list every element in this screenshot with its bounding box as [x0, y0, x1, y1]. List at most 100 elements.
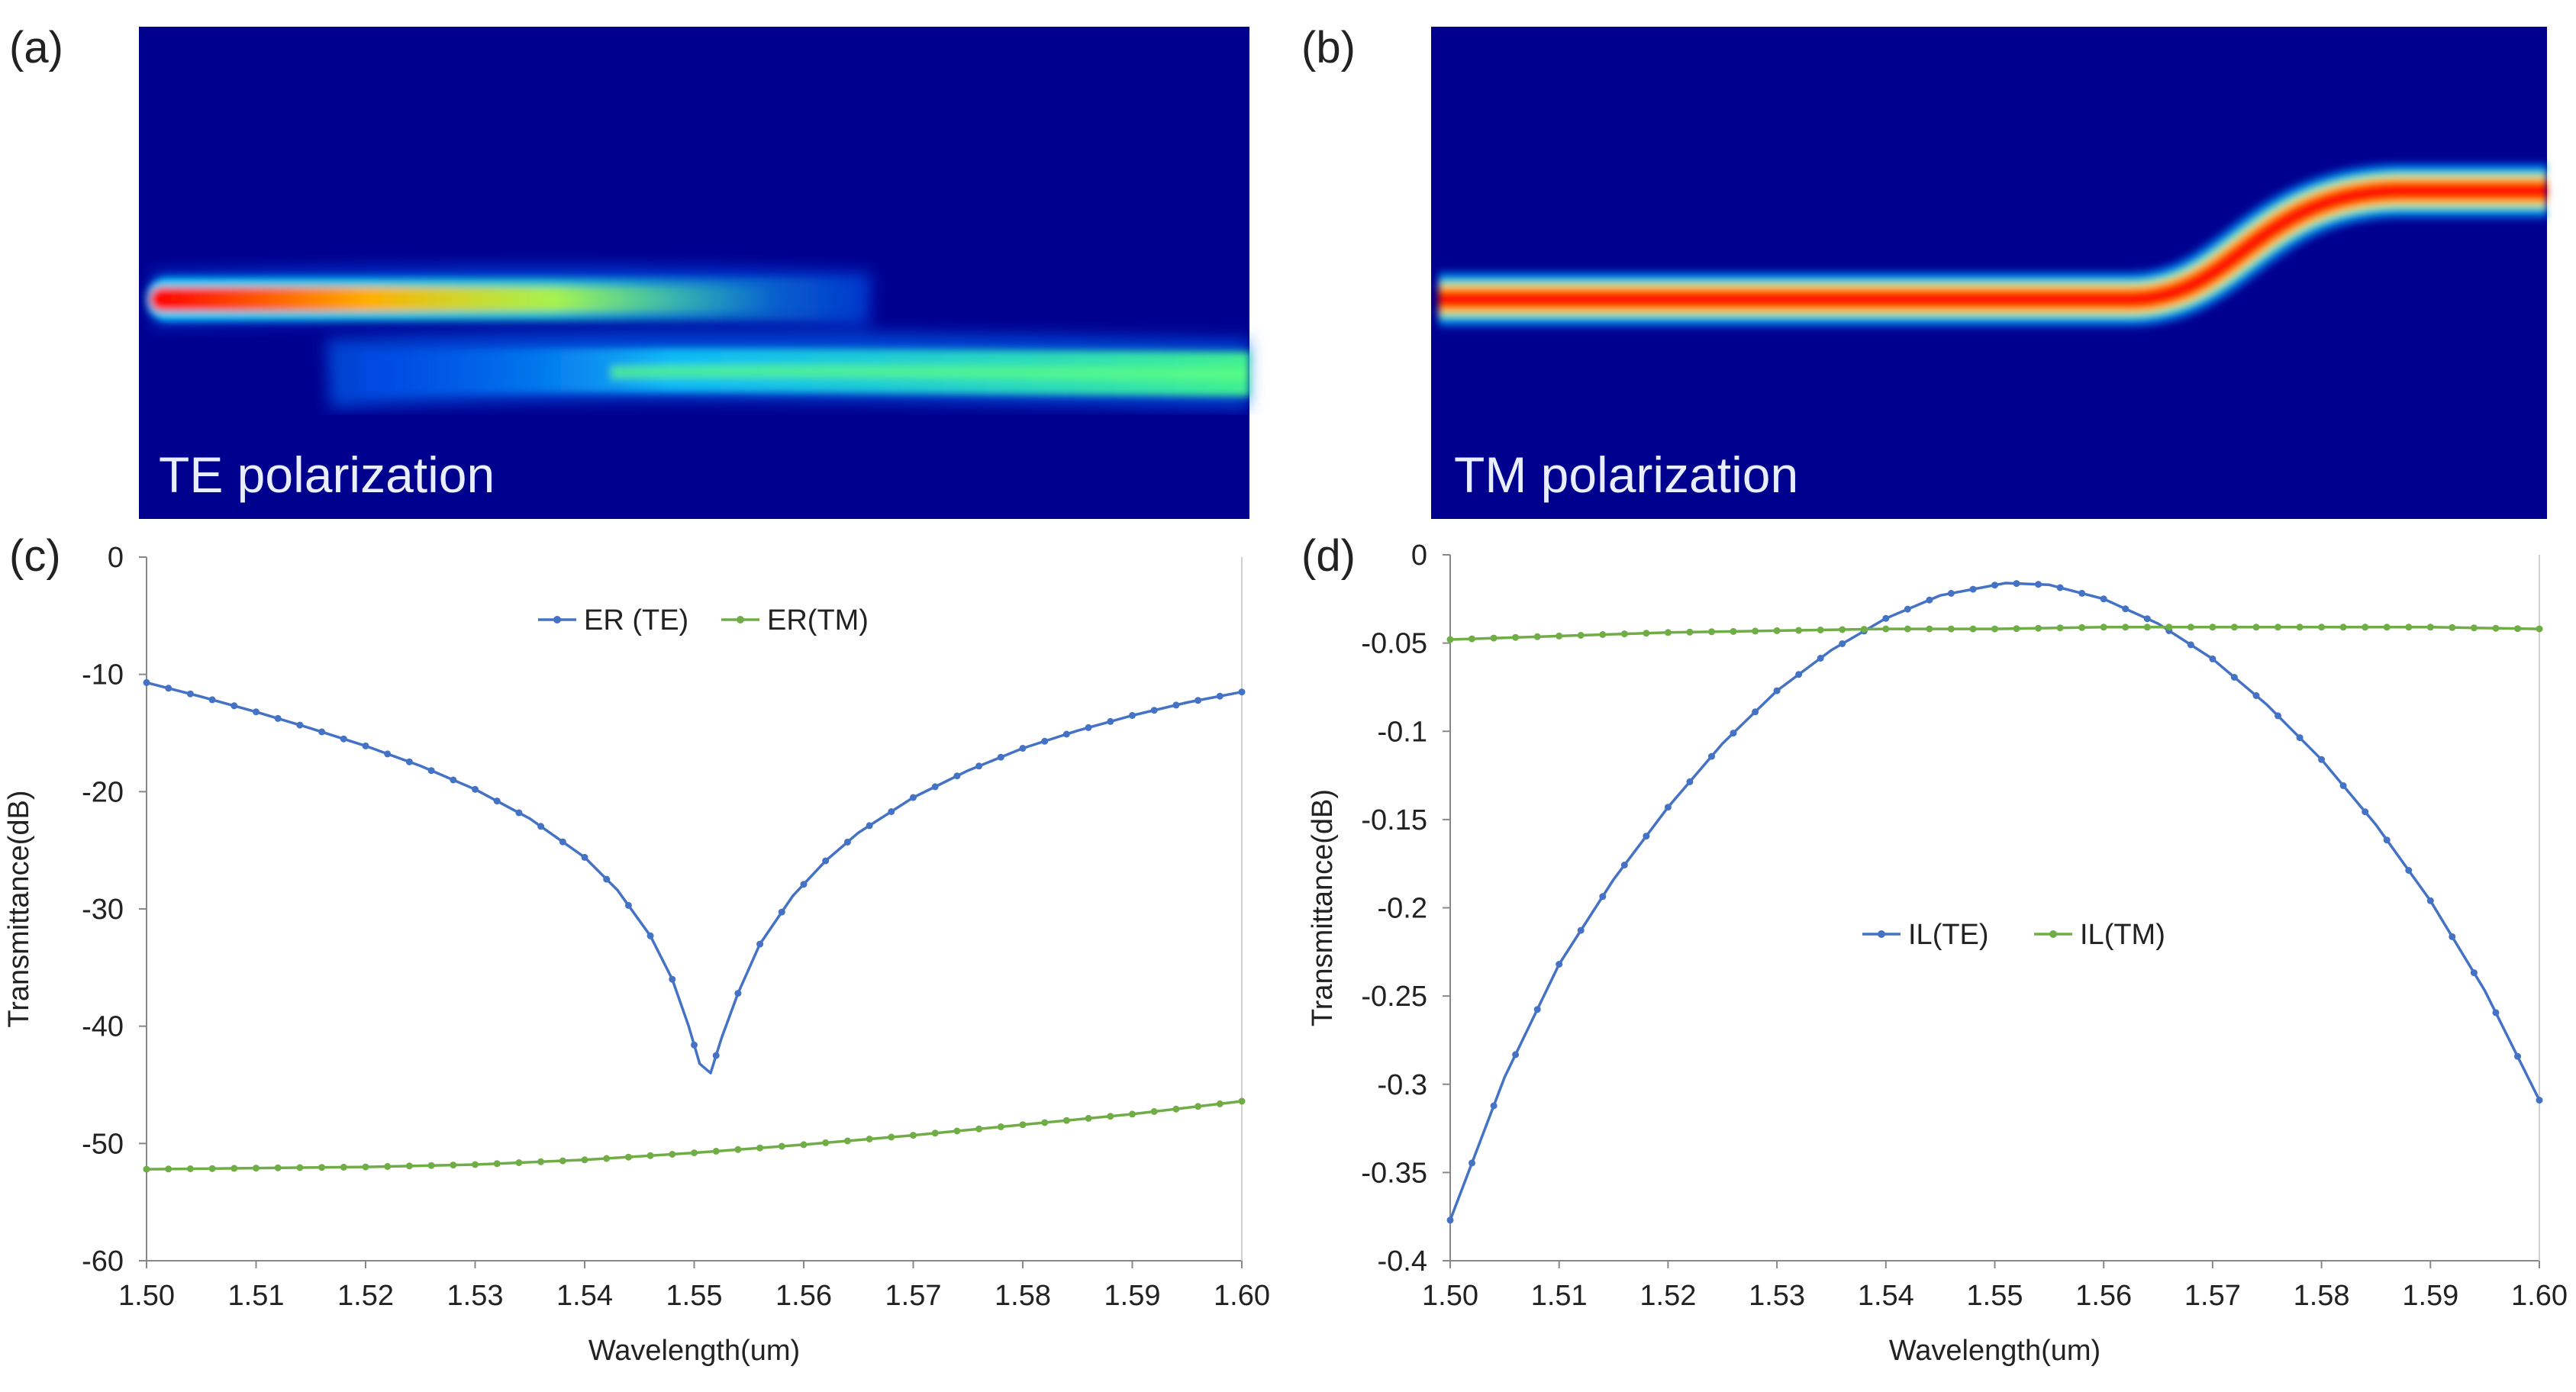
data-point — [362, 1163, 369, 1171]
data-point — [2514, 1052, 2521, 1060]
data-point — [2470, 969, 2478, 977]
data-point — [1469, 1159, 1475, 1167]
x-tick-label: 1.60 — [1214, 1280, 1270, 1312]
data-point — [1446, 636, 1454, 643]
data-point — [822, 1139, 830, 1146]
x-tick-label: 1.58 — [2294, 1280, 2350, 1312]
data-point — [2078, 589, 2086, 597]
data-point — [1490, 634, 1498, 642]
data-point — [1195, 697, 1202, 704]
data-point — [427, 767, 435, 775]
data-point — [143, 678, 150, 686]
x-axis-title: Wavelength(um) — [588, 1335, 800, 1367]
legend-marker — [553, 616, 561, 624]
data-point — [1062, 1116, 1070, 1124]
data-point — [1085, 1114, 1092, 1122]
x-tick-label: 1.51 — [1531, 1280, 1588, 1312]
data-point — [2143, 615, 2151, 623]
data-point — [1620, 862, 1628, 868]
data-point — [450, 776, 457, 784]
data-point — [2056, 584, 2064, 591]
data-point — [186, 690, 194, 698]
data-point — [1860, 626, 1868, 633]
data-point — [1577, 926, 1585, 934]
data-point — [253, 1165, 260, 1172]
series-line — [1449, 582, 2541, 1221]
data-point — [1664, 629, 1672, 636]
data-point — [2078, 624, 2086, 631]
data-point — [405, 1162, 413, 1170]
data-point — [340, 1163, 347, 1171]
data-point — [778, 1142, 785, 1150]
data-point — [537, 823, 545, 830]
y-tick-label: -0.2 — [1378, 893, 1427, 925]
x-tick-label: 1.54 — [556, 1280, 613, 1312]
data-point — [208, 1165, 216, 1172]
data-point — [2013, 625, 2020, 633]
data-point — [515, 809, 523, 817]
data-point — [953, 1127, 961, 1135]
data-point — [669, 975, 676, 983]
x-tick-label: 1.57 — [2184, 1280, 2241, 1312]
x-tick-label: 1.56 — [2075, 1280, 2132, 1312]
y-tick-label: -10 — [82, 659, 124, 691]
data-point — [1686, 628, 1694, 636]
data-point — [1839, 626, 1846, 633]
data-point — [515, 1159, 523, 1166]
data-point — [427, 1162, 435, 1169]
x-tick-label: 1.56 — [775, 1280, 832, 1312]
data-point — [1708, 752, 1715, 760]
data-point — [384, 1163, 392, 1170]
data-point — [2209, 624, 2217, 631]
data-point — [559, 1157, 566, 1165]
data-point — [953, 772, 961, 780]
data-point — [1730, 627, 1737, 635]
data-point — [1730, 730, 1737, 737]
data-point — [1991, 582, 1998, 589]
x-tick-label: 1.50 — [1422, 1280, 1478, 1312]
data-point — [1556, 632, 1563, 640]
data-point — [888, 1133, 895, 1141]
data-point — [2035, 581, 2042, 588]
data-point — [493, 798, 501, 805]
x-tick-label: 1.57 — [885, 1280, 942, 1312]
data-point — [1686, 778, 1694, 785]
data-point — [1991, 625, 1998, 633]
chart-il: (d) 1.50 1.51 1.52 1.53 1.54 1.55 1.56 1.57 1.58… — [1301, 531, 2568, 1367]
data-point — [975, 1125, 983, 1133]
series-er-tm — [143, 1097, 1246, 1173]
data-point — [1817, 627, 1824, 633]
data-point — [2426, 624, 2434, 631]
x-tick-label: 1.59 — [1104, 1280, 1161, 1312]
data-point — [2275, 624, 2281, 631]
data-point — [756, 1144, 764, 1152]
data-point — [843, 1137, 851, 1145]
x-tick-label: 1.50 — [118, 1280, 175, 1312]
series-il-tm — [1446, 624, 2543, 643]
x-tick-label: 1.53 — [1749, 1280, 1805, 1312]
data-point — [318, 1164, 326, 1171]
data-point — [866, 1136, 873, 1142]
data-point — [1904, 605, 1911, 613]
data-point — [1708, 628, 1715, 636]
data-point — [1533, 633, 1541, 640]
data-point — [1643, 630, 1650, 637]
data-point — [2514, 625, 2521, 633]
data-point — [2275, 712, 2281, 720]
x-tick-label: 1.52 — [337, 1280, 394, 1312]
data-point — [2383, 836, 2391, 844]
y-tick-label: 0 — [1411, 540, 1427, 572]
data-point — [1599, 893, 1607, 901]
data-point — [1019, 1121, 1027, 1129]
series-er-te — [143, 678, 1246, 1075]
panel-b-label: (b) — [1301, 23, 1356, 72]
data-point — [931, 783, 939, 791]
x-tick-label: 1.55 — [666, 1280, 723, 1312]
data-point — [1107, 717, 1114, 725]
data-point — [2165, 624, 2173, 631]
x-tick-label: 1.58 — [995, 1280, 1051, 1312]
data-point — [1172, 701, 1180, 709]
data-point — [2536, 1097, 2543, 1104]
data-point — [274, 714, 282, 722]
